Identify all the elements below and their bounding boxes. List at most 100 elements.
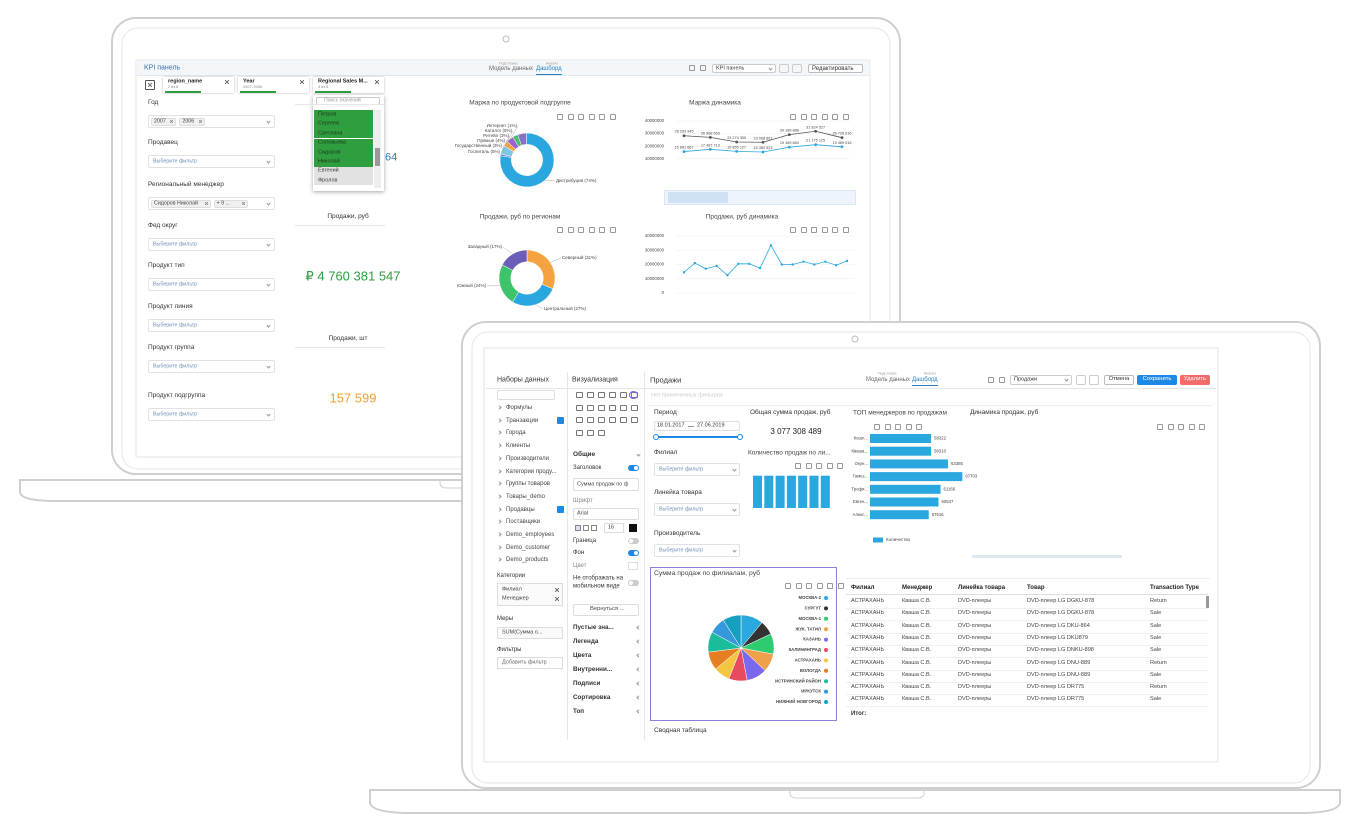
font-size-box[interactable] xyxy=(604,523,624,533)
tool-icon[interactable] xyxy=(1199,424,1205,430)
column-header[interactable]: Товар xyxy=(1027,585,1045,591)
search-box[interactable] xyxy=(497,390,555,400)
filter-box[interactable] xyxy=(654,544,740,557)
settings-section[interactable]: Пустые зна... xyxy=(573,623,614,631)
tool-icon[interactable] xyxy=(609,227,616,233)
tool-icon[interactable] xyxy=(599,227,605,233)
dropdown-item[interactable] xyxy=(314,119,373,129)
tool-icon[interactable] xyxy=(821,227,828,233)
toggle[interactable] xyxy=(628,538,639,544)
dropdown-item[interactable] xyxy=(314,138,373,148)
tool-icon[interactable] xyxy=(826,463,833,469)
chart-type-icon[interactable] xyxy=(620,417,627,423)
tool-icon[interactable] xyxy=(557,114,563,120)
slider-handle[interactable] xyxy=(653,434,659,440)
next-button[interactable] xyxy=(792,64,802,73)
filter-chip[interactable] xyxy=(238,77,309,93)
tool-icon[interactable] xyxy=(806,583,812,589)
dropdown-item[interactable] xyxy=(314,176,373,186)
tool-icon[interactable] xyxy=(874,424,880,430)
dataset-item[interactable]: Demo_employees xyxy=(506,532,555,538)
tool-icon[interactable] xyxy=(790,114,796,120)
dataset-item[interactable]: Клиенты xyxy=(506,443,531,450)
chart-type-icon[interactable] xyxy=(598,417,605,423)
tool-icon[interactable] xyxy=(578,114,584,120)
align-icon[interactable] xyxy=(575,525,581,531)
tool-icon[interactable] xyxy=(1188,424,1195,430)
close-icon[interactable] xyxy=(375,80,379,84)
font-select[interactable] xyxy=(573,508,639,520)
tab[interactable]: Модель данных xyxy=(866,377,910,383)
action-button[interactable] xyxy=(1137,375,1177,385)
dataset-item[interactable]: Производители xyxy=(506,455,549,462)
tool-icon[interactable] xyxy=(816,583,823,589)
close-icon[interactable] xyxy=(148,83,152,87)
chart-type-icon[interactable] xyxy=(587,404,594,411)
tool-icon[interactable] xyxy=(916,424,922,430)
dataset-item[interactable]: Транзакции xyxy=(506,417,539,424)
tool-icon[interactable] xyxy=(816,463,822,469)
tool-icon[interactable] xyxy=(699,65,706,71)
tool-icon[interactable] xyxy=(588,114,595,120)
tool-icon[interactable] xyxy=(795,583,802,589)
align-icon[interactable] xyxy=(583,525,589,531)
filter-box[interactable] xyxy=(148,278,275,291)
column-header[interactable]: Линейка товара xyxy=(958,585,1006,591)
tool-icon[interactable] xyxy=(837,583,844,589)
tool-icon[interactable] xyxy=(805,463,812,469)
chart-type-icon[interactable] xyxy=(598,404,605,411)
filter-box[interactable] xyxy=(148,360,275,373)
tool-icon[interactable] xyxy=(811,227,817,233)
tool-icon[interactable] xyxy=(609,114,616,120)
column-header[interactable]: Филиал xyxy=(851,585,875,591)
dataset-item[interactable]: Товары_demo xyxy=(506,493,545,500)
close-icon[interactable] xyxy=(300,80,304,84)
chart-type-icon[interactable] xyxy=(576,404,583,411)
period-box[interactable] xyxy=(654,421,740,431)
filter-chip[interactable] xyxy=(313,77,384,93)
prev-button[interactable] xyxy=(779,64,789,73)
toggle[interactable] xyxy=(628,465,639,471)
tool-icon[interactable] xyxy=(837,463,843,469)
dropdown-item[interactable] xyxy=(314,166,373,176)
title-input[interactable] xyxy=(573,478,639,491)
tool-icon[interactable] xyxy=(998,377,1005,383)
action-button[interactable] xyxy=(1104,375,1134,385)
tool-icon[interactable] xyxy=(811,114,817,120)
tool-icon[interactable] xyxy=(557,227,563,233)
close-icon[interactable] xyxy=(170,120,174,123)
settings-section[interactable]: Цвета xyxy=(573,651,592,659)
chart-type-icon[interactable] xyxy=(598,429,605,436)
return-button[interactable] xyxy=(573,604,639,616)
close-icon[interactable] xyxy=(555,597,559,601)
chart-type-icon[interactable] xyxy=(609,417,616,423)
dropdown-item[interactable] xyxy=(314,110,373,120)
chart-type-icon[interactable] xyxy=(609,404,616,411)
close-icon[interactable] xyxy=(204,202,208,205)
tool-icon[interactable] xyxy=(599,114,605,120)
tool-icon[interactable] xyxy=(1157,424,1163,430)
next-button[interactable] xyxy=(1089,375,1099,385)
tool-icon[interactable] xyxy=(905,424,912,430)
chart-type-icon[interactable] xyxy=(631,417,638,423)
dropdown-item[interactable] xyxy=(314,129,373,139)
action-button[interactable] xyxy=(1180,375,1210,385)
chart-type-icon[interactable] xyxy=(576,417,583,423)
filter-box[interactable] xyxy=(148,238,275,251)
settings-section[interactable]: Подписи xyxy=(573,679,601,687)
dataset-item[interactable]: Demo_products xyxy=(506,557,549,564)
checkbox[interactable] xyxy=(557,506,564,514)
settings-section[interactable]: Топ xyxy=(573,707,585,715)
tool-icon[interactable] xyxy=(832,227,838,233)
filter-box[interactable] xyxy=(148,319,275,332)
column-header[interactable]: Менеджер xyxy=(902,585,933,591)
chart-type-icon[interactable] xyxy=(576,392,583,398)
tool-icon[interactable] xyxy=(988,377,994,383)
tool-icon[interactable] xyxy=(785,583,791,589)
tool-icon[interactable] xyxy=(842,114,849,120)
chart-type-icon[interactable] xyxy=(587,392,594,398)
tab[interactable]: Дашборд xyxy=(536,66,562,72)
tool-icon[interactable] xyxy=(800,114,807,120)
clear-filters[interactable] xyxy=(145,80,155,90)
filter-box[interactable] xyxy=(654,463,740,476)
